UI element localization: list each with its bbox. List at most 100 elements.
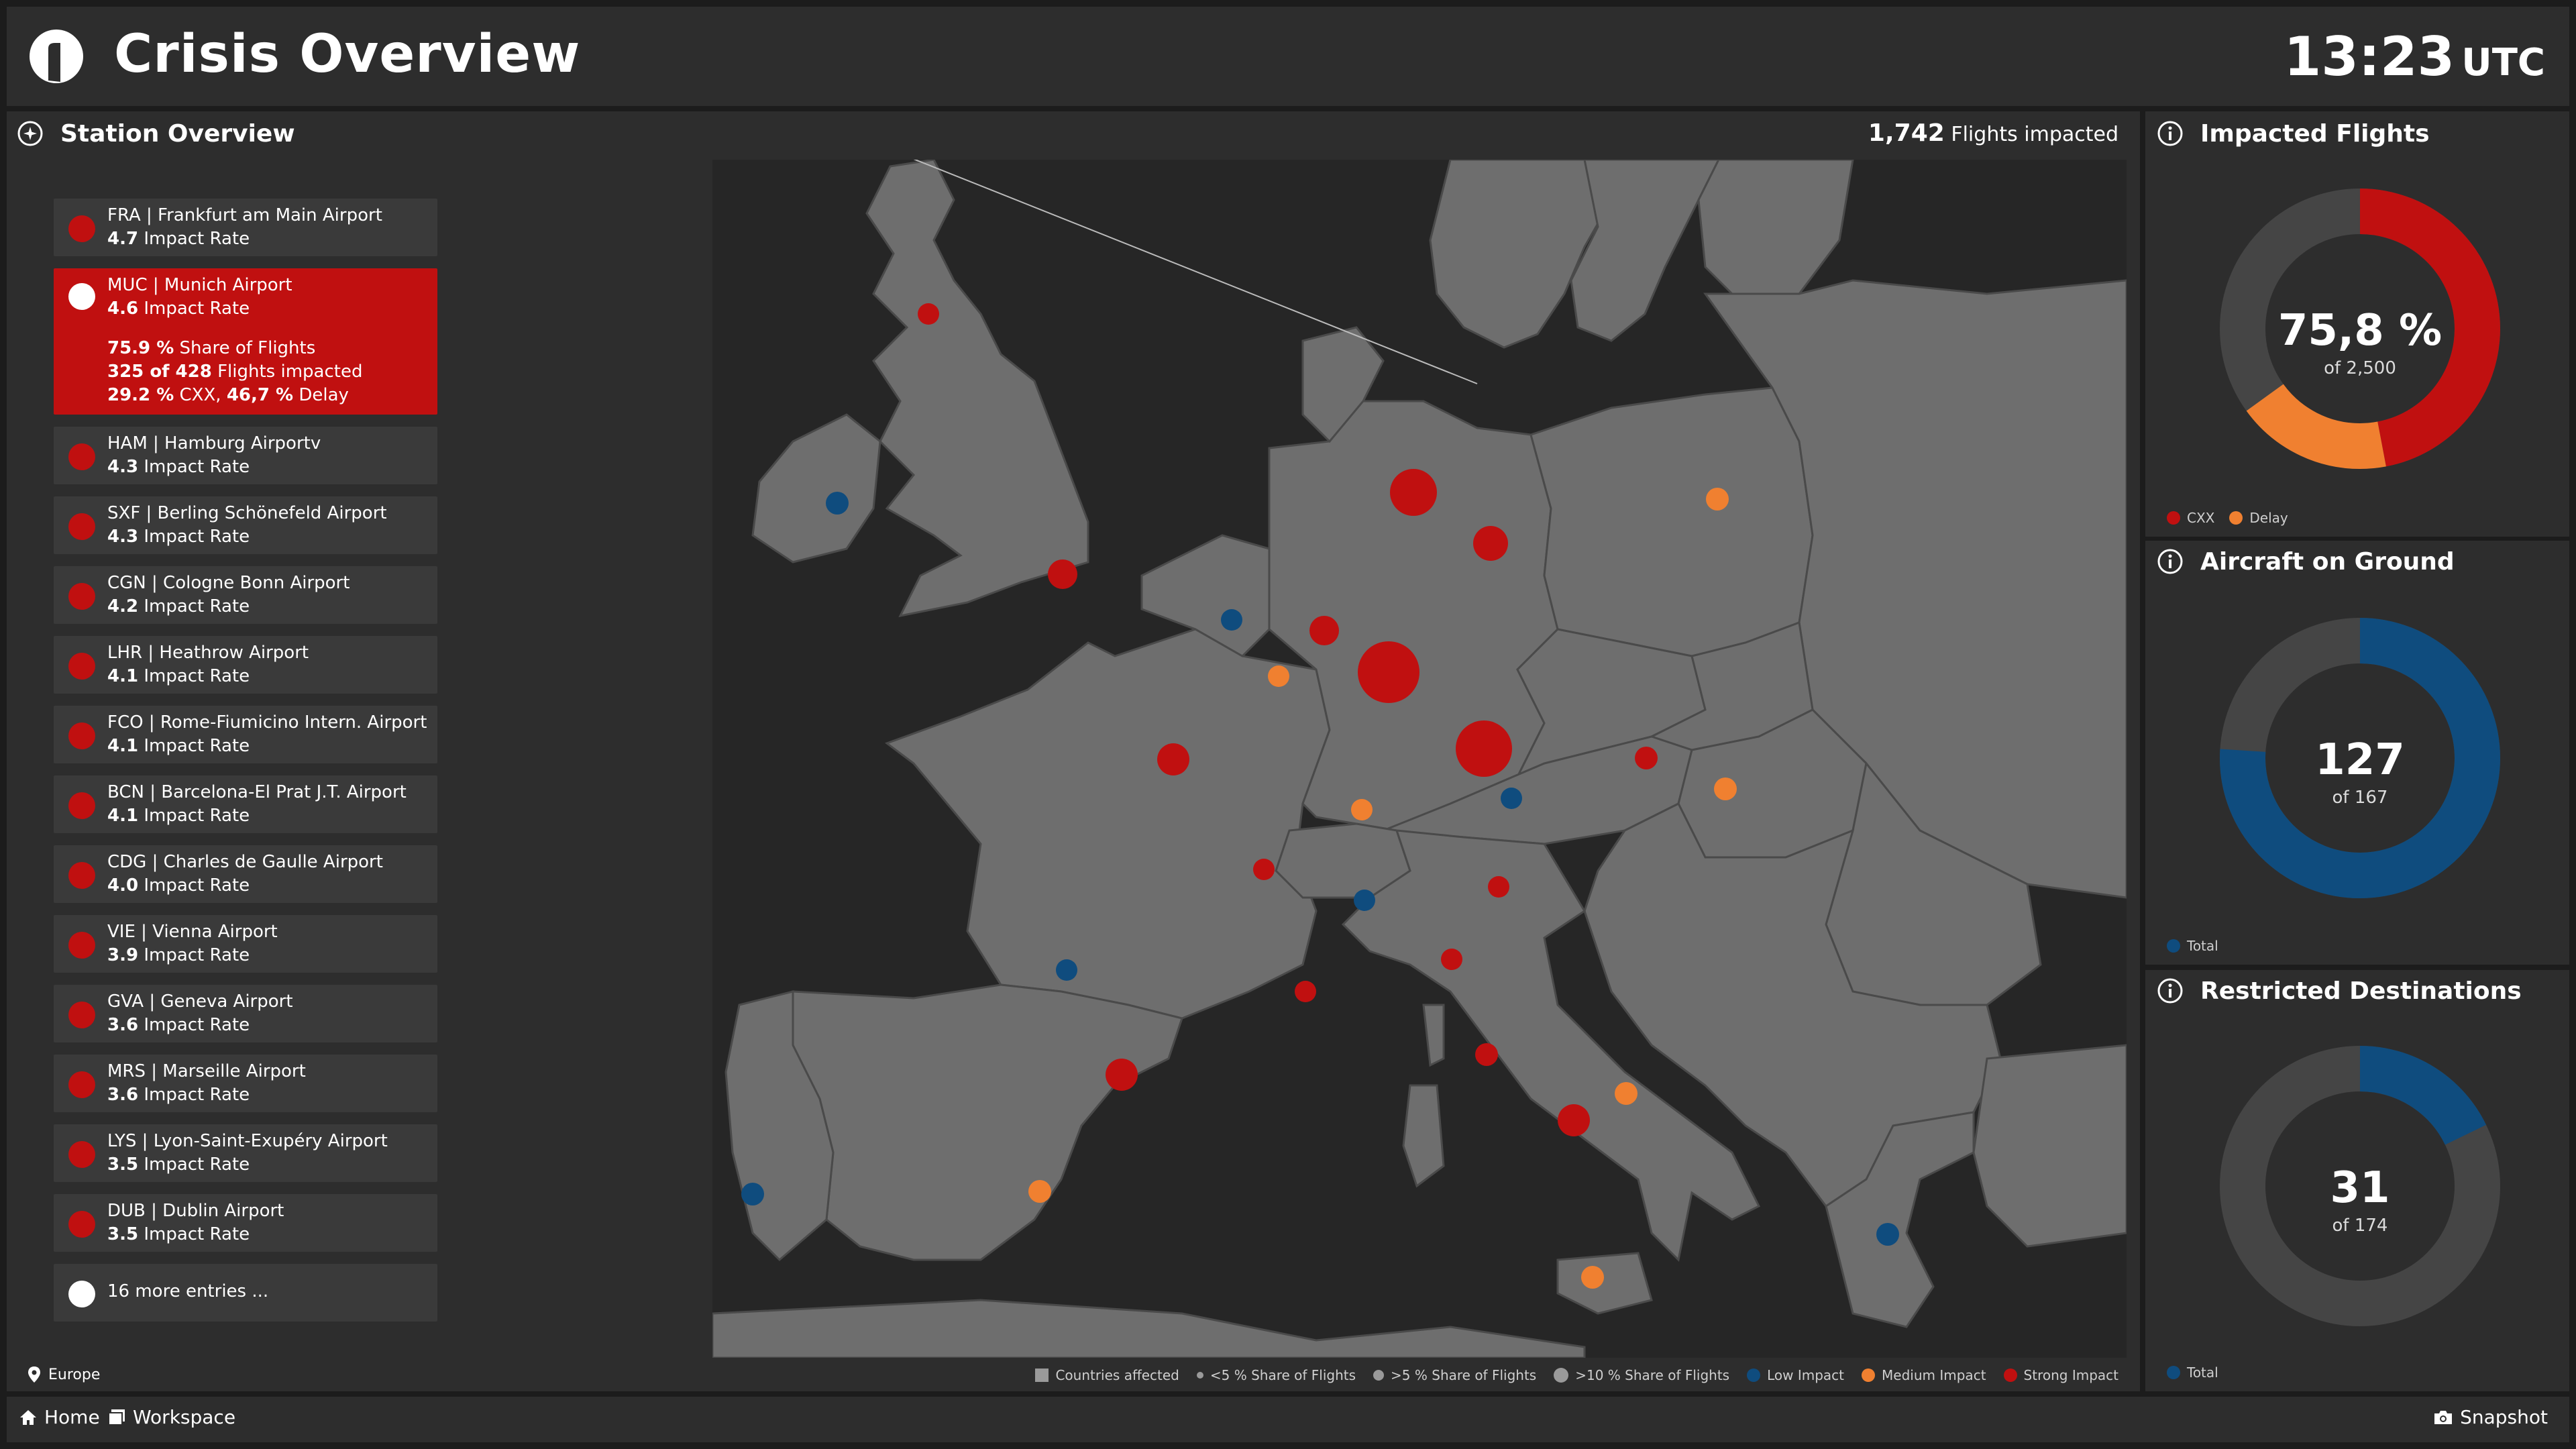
restricted-destinations-donut xyxy=(2220,1046,2500,1326)
bottom-bar: Home Workspace Snapshot xyxy=(7,1397,2569,1442)
station-overview-panel: Station Overview 1,742 Flights impacted xyxy=(7,111,2140,1391)
country-great-britain xyxy=(865,160,1089,618)
flights-impacted-label: Flights impacted xyxy=(1951,123,2118,146)
top-bar: Crisis Overview 13:23 UTC xyxy=(7,7,2569,106)
restricted-destinations-header: Restricted Destinations xyxy=(2156,977,2522,1005)
impacted-flights-header: Impacted Flights xyxy=(2156,119,2430,148)
impact-dot xyxy=(68,443,95,470)
impact-rate-value: 4.1 xyxy=(107,666,139,686)
legend-total: Total xyxy=(2167,1364,2218,1381)
impact-dot xyxy=(68,1211,95,1238)
impact-dot xyxy=(68,862,95,889)
station-name: LHR | Heathrow Airport xyxy=(107,643,309,663)
list-item[interactable]: HAM | Hamburg Airportv 4.3 Impact Rate xyxy=(54,427,437,484)
impact-rate-label: Impact Rate xyxy=(144,806,250,826)
impact-dot xyxy=(68,1002,95,1028)
europe-map[interactable] xyxy=(712,160,2127,1358)
list-item[interactable]: MRS | Marseille Airport 3.6 Impact Rate xyxy=(54,1055,437,1112)
aircraft-on-ground-center: 127 of 167 xyxy=(2218,735,2502,808)
country-denmark xyxy=(1301,326,1385,443)
home-label: Home xyxy=(44,1406,100,1428)
list-item[interactable]: SXF | Berling Schönefeld Airport 4.3 Imp… xyxy=(54,496,437,554)
marker-low xyxy=(1056,959,1077,981)
map-legend: Countries affected <5 % Share of Flights… xyxy=(1018,1367,2118,1383)
map-canvas xyxy=(712,160,2127,1358)
home-button[interactable]: Home xyxy=(19,1406,100,1428)
marker-strong xyxy=(1295,981,1316,1002)
snapshot-button[interactable]: Snapshot xyxy=(2433,1406,2548,1428)
flights-impacted-count: 1,742 xyxy=(1868,119,1945,147)
aircraft-on-ground-title: Aircraft on Ground xyxy=(2200,547,2455,576)
app-logo-icon xyxy=(30,30,83,83)
restricted-destinations-panel: Restricted Destinations 31 of 174 Total xyxy=(2145,970,2569,1391)
list-item[interactable]: BCN | Barcelona-El Prat J.T. Airport 4.1… xyxy=(54,775,437,833)
impact-rate-label: Impact Rate xyxy=(144,945,250,965)
legend-cxx: CXX xyxy=(2167,510,2214,526)
clock-timezone: UTC xyxy=(2461,41,2545,85)
impact-dot xyxy=(68,215,95,242)
station-overview-header: Station Overview xyxy=(16,119,295,148)
legend-total: Total xyxy=(2167,938,2218,954)
impact-rate-label: Impact Rate xyxy=(144,457,250,477)
share-of-flights: 75.9 % Share of Flights xyxy=(107,338,316,358)
more-entries-button[interactable]: 16 more entries ... xyxy=(54,1264,437,1322)
impact-rate-label: Impact Rate xyxy=(144,596,250,616)
info-icon xyxy=(2157,978,2183,1004)
impact-rate-label: Impact Rate xyxy=(144,1224,250,1244)
station-name: LYS | Lyon-Saint-Exupéry Airport xyxy=(107,1131,388,1151)
restricted-destinations-value: 31 xyxy=(2330,1163,2390,1213)
list-item[interactable]: FRA | Frankfurt am Main Airport 4.7 Impa… xyxy=(54,199,437,256)
low-dot-icon xyxy=(1747,1368,1761,1382)
impact-dot xyxy=(68,792,95,819)
station-list: FRA | Frankfurt am Main Airport 4.7 Impa… xyxy=(54,199,437,1334)
location-pin-icon xyxy=(28,1366,40,1383)
aircraft-on-ground-total: of 167 xyxy=(2332,788,2388,808)
aircraft-on-ground-value: 127 xyxy=(2315,735,2405,785)
marker-strong xyxy=(1358,641,1419,703)
cxx-delay-detail: 29.2 % CXX, 46,7 % Delay xyxy=(107,385,349,405)
legend-medium: Medium Impact xyxy=(1862,1367,1986,1383)
list-item[interactable]: LYS | Lyon-Saint-Exupéry Airport 3.5 Imp… xyxy=(54,1124,437,1182)
impact-rate-label: Impact Rate xyxy=(144,1155,250,1175)
workspace-button[interactable]: Workspace xyxy=(107,1406,235,1428)
station-name: DUB | Dublin Airport xyxy=(107,1201,284,1221)
list-item[interactable]: DUB | Dublin Airport 3.5 Impact Rate xyxy=(54,1194,437,1252)
list-item[interactable]: GVA | Geneva Airport 3.6 Impact Rate xyxy=(54,985,437,1042)
station-name: MUC | Munich Airport xyxy=(107,275,292,295)
camera-icon xyxy=(2434,1410,2453,1424)
utc-clock: 13:23 UTC xyxy=(2284,25,2545,88)
impact-rate-label: Impact Rate xyxy=(144,666,250,686)
impact-dot xyxy=(68,583,95,610)
compass-icon xyxy=(17,121,43,146)
marker-strong xyxy=(1157,743,1189,775)
marker-medium xyxy=(1581,1266,1604,1289)
country-france xyxy=(884,628,1331,1020)
impact-rate-value: 3.6 xyxy=(107,1085,139,1105)
country-spain xyxy=(792,983,1183,1261)
impacted-flights-total: of 2,500 xyxy=(2324,358,2396,378)
clock-time: 13:23 xyxy=(2284,25,2455,88)
list-item[interactable]: CDG | Charles de Gaulle Airport 4.0 Impa… xyxy=(54,845,437,903)
station-markers xyxy=(741,303,1899,1289)
impact-rate-value: 3.5 xyxy=(107,1224,139,1244)
marker-medium xyxy=(1268,665,1289,687)
legend-strong: Strong Impact xyxy=(2003,1367,2118,1383)
region-indicator[interactable]: Europe xyxy=(27,1366,100,1383)
impact-rate-value: 4.0 xyxy=(107,875,139,896)
list-item[interactable]: VIE | Vienna Airport 3.9 Impact Rate xyxy=(54,915,437,973)
station-name: HAM | Hamburg Airportv xyxy=(107,433,321,453)
country-corsica xyxy=(1422,1004,1445,1067)
donut-segment-cxx xyxy=(2220,189,2500,469)
total-dot-icon xyxy=(2167,939,2180,953)
list-item[interactable]: CGN | Cologne Bonn Airport 4.2 Impact Ra… xyxy=(54,566,437,624)
selection-leader-line xyxy=(913,160,1478,384)
list-item[interactable]: LHR | Heathrow Airport 4.1 Impact Rate xyxy=(54,636,437,694)
list-item-selected[interactable]: MUC | Munich Airport 4.6 Impact Rate 75.… xyxy=(54,268,437,415)
station-name: MRS | Marseille Airport xyxy=(107,1061,306,1081)
flights-impacted-summary: 1,742 Flights impacted xyxy=(1868,119,2118,147)
marker-strong xyxy=(1558,1104,1590,1136)
list-item[interactable]: FCO | Rome-Fiumicino Intern. Airport 4.1… xyxy=(54,706,437,763)
large-dot-icon xyxy=(1554,1368,1569,1383)
station-name: GVA | Geneva Airport xyxy=(107,991,293,1012)
marker-strong xyxy=(918,303,939,325)
